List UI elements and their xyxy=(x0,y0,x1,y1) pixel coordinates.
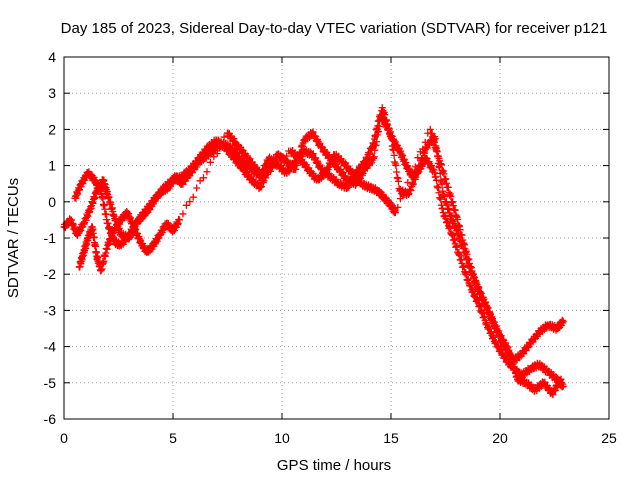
data-point-trace xyxy=(375,122,383,130)
data-point-trace xyxy=(200,174,208,182)
data-point-trace xyxy=(377,113,385,121)
data-point-trace xyxy=(220,133,228,141)
y-tick-label: 2 xyxy=(48,121,56,137)
data-point-trace xyxy=(394,177,402,185)
data-point-trace xyxy=(438,180,446,188)
data-point-trace xyxy=(411,163,419,171)
y-tick-label: -2 xyxy=(44,266,57,282)
data-point-trace xyxy=(213,150,221,158)
y-tick-label: -4 xyxy=(44,339,57,355)
data-point-trace xyxy=(193,184,201,192)
x-axis-label: GPS time / hours xyxy=(277,457,391,474)
data-point xyxy=(391,209,399,217)
data-point-trace xyxy=(419,145,427,153)
y-tick-label: -6 xyxy=(44,411,57,427)
data-point-trace xyxy=(414,154,422,162)
y-tick-label: -5 xyxy=(44,375,57,391)
data-point-trace xyxy=(394,203,402,211)
data-point-trace xyxy=(396,195,404,203)
y-tick-label: 4 xyxy=(48,49,56,65)
y-tick-label: 3 xyxy=(48,85,56,101)
data-point-trace xyxy=(401,187,409,195)
data-point xyxy=(559,317,567,325)
data-point xyxy=(557,375,565,383)
data-point-trace xyxy=(266,167,274,175)
data-point-trace xyxy=(399,191,407,199)
data-point-trace xyxy=(283,152,291,160)
data-point-trace xyxy=(186,198,194,206)
data-point-trace xyxy=(189,193,197,201)
y-tick-label: 0 xyxy=(48,194,56,210)
y-tick-label: -3 xyxy=(44,302,57,318)
data-point-trace xyxy=(370,153,378,161)
data-point xyxy=(176,216,184,224)
data-point-trace xyxy=(206,158,214,166)
data-point-trace xyxy=(404,178,412,186)
data-point-trace xyxy=(179,210,187,218)
data-point-trace xyxy=(388,135,396,143)
data-point-trace xyxy=(217,142,225,150)
data-point-trace xyxy=(269,163,277,171)
y-tick-label: -1 xyxy=(44,230,57,246)
x-tick-label: 25 xyxy=(601,430,617,446)
data-point-trace xyxy=(390,151,398,159)
chart-title: Day 185 of 2023, Sidereal Day-to-day VTE… xyxy=(61,20,608,37)
x-tick-label: 20 xyxy=(492,430,508,446)
data-point-trace xyxy=(260,172,268,180)
x-tick-label: 10 xyxy=(274,430,290,446)
data-point-trace xyxy=(373,138,381,146)
x-tick-label: 15 xyxy=(383,430,399,446)
y-axis-label: SDTVAR / TECUs xyxy=(5,178,22,298)
axis-ticks: 0 5 10 15 20 25 -6 -5 -4 -3 -2 -1 0 1 2 3 4 xyxy=(44,49,617,446)
data-point-trace xyxy=(421,138,429,146)
data-point-trace xyxy=(182,201,190,209)
y-tick-label: 1 xyxy=(48,158,56,174)
data-point-trace xyxy=(437,195,445,203)
data-point-trace xyxy=(210,153,218,161)
data-point xyxy=(559,382,567,390)
grid-lines xyxy=(64,57,609,419)
data-point-trace xyxy=(409,168,417,176)
data-point-trace xyxy=(392,162,400,170)
x-tick-label: 5 xyxy=(169,430,177,446)
data-point-trace xyxy=(275,160,283,168)
data-point-trace xyxy=(203,168,211,176)
x-tick-label: 0 xyxy=(60,430,68,446)
data-points xyxy=(60,104,567,399)
data-point-trace xyxy=(196,177,204,185)
